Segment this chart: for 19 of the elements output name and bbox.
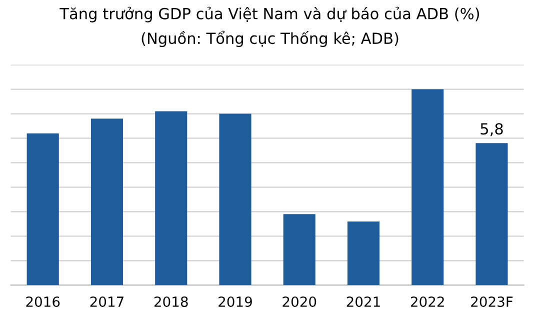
chart-subtitle: (Nguồn: Tổng cục Thống kê; ADB)	[142, 30, 398, 48]
x-tick-label: 2021	[346, 296, 380, 307]
bar	[347, 221, 380, 286]
chart-title: Tăng trưởng GDP của Việt Nam và dự báo của ADB (%)	[60, 6, 479, 22]
x-tick-label: 2018	[154, 296, 188, 307]
x-tick-label: 2022	[410, 296, 444, 307]
x-tick-label: 2023F	[471, 296, 513, 307]
bar	[26, 133, 59, 286]
bar	[90, 118, 124, 286]
bar	[155, 111, 188, 286]
x-tick-label: 2020	[282, 296, 316, 307]
bar	[219, 114, 252, 286]
x-tick-label: 2017	[90, 296, 124, 307]
bar	[283, 214, 316, 286]
bar	[476, 143, 508, 286]
x-tick-label: 2019	[218, 296, 252, 307]
data-label: 5,8	[480, 123, 503, 136]
bar	[412, 89, 444, 286]
x-tick-label: 2016	[26, 296, 60, 307]
